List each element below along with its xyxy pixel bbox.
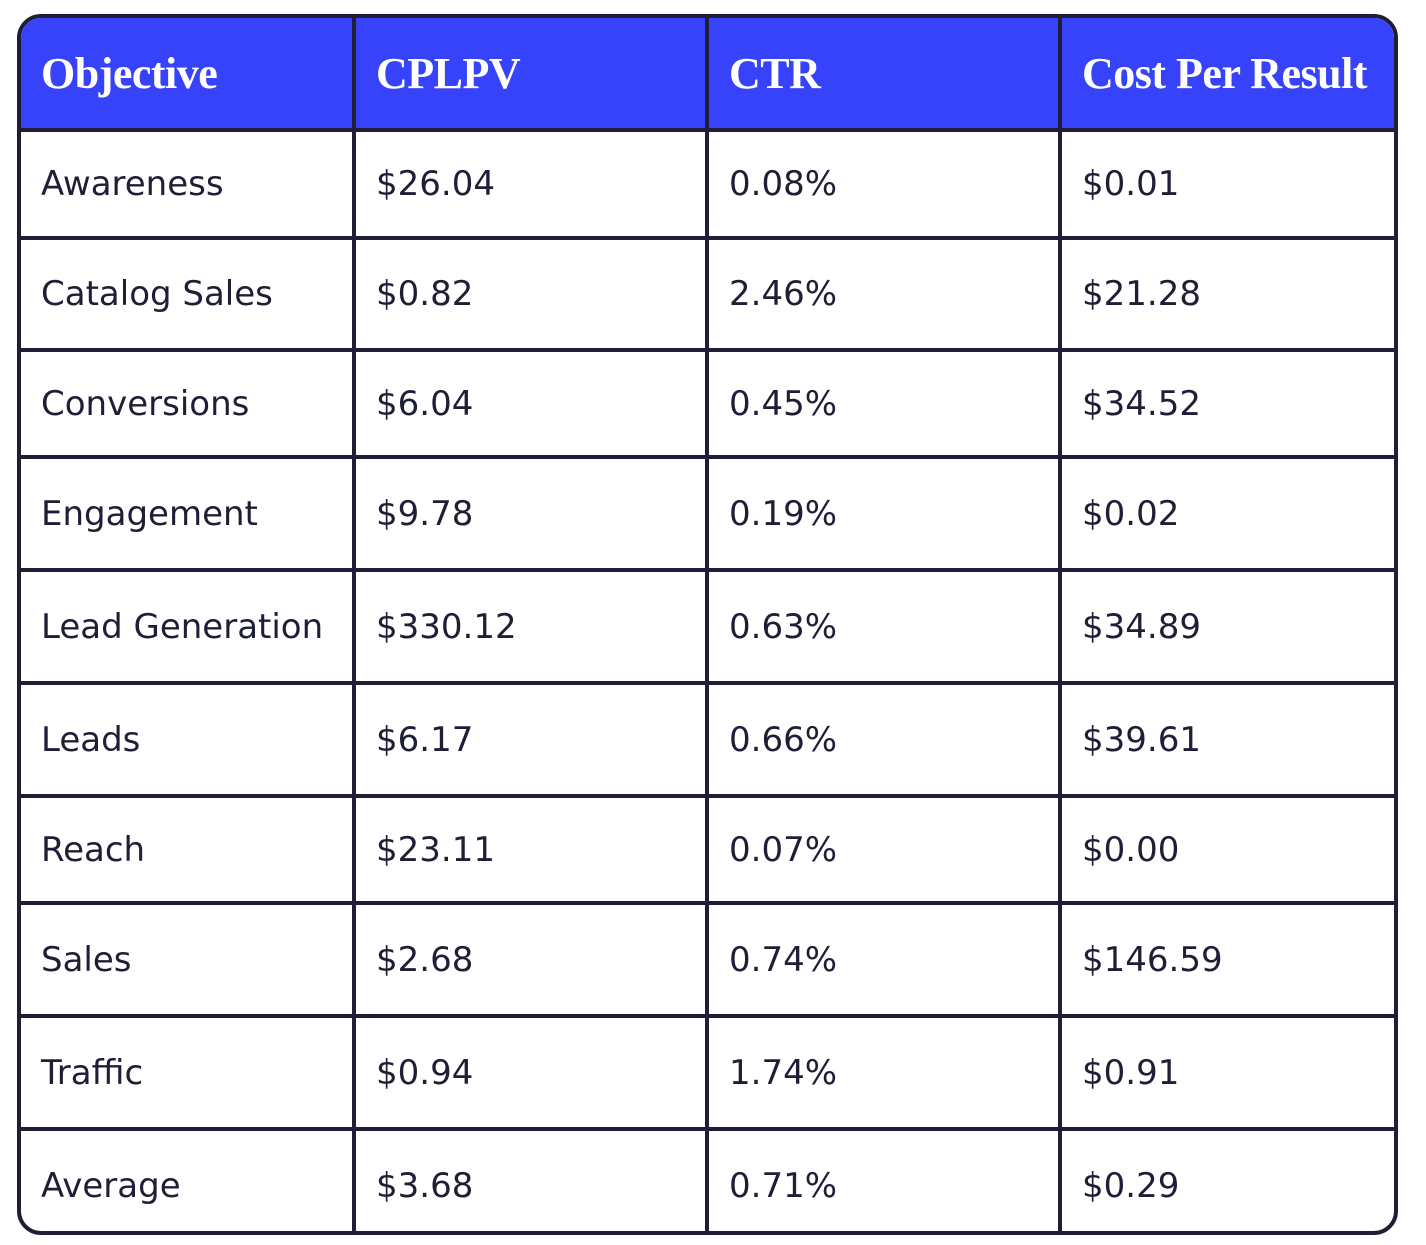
value-cell: $0.00 [1062, 798, 1394, 905]
value-cell: 2.46% [709, 240, 1062, 352]
value-cell: 0.71% [709, 1131, 1062, 1231]
header-cell: CPLPV [356, 18, 709, 132]
value-cell: 0.08% [709, 132, 1062, 240]
objective-cell: Leads [21, 685, 356, 798]
table-row: Traffic $0.94 1.74% $0.91 [21, 1018, 1394, 1131]
objective-cell: Sales [21, 905, 356, 1018]
header-row: Objective CPLPV CTR Cost Per Result [21, 18, 1394, 132]
table-row: Lead Generation $330.12 0.63% $34.89 [21, 572, 1394, 685]
table-row: Leads $6.17 0.66% $39.61 [21, 685, 1394, 798]
value-cell: $0.91 [1062, 1018, 1394, 1131]
value-cell: 0.74% [709, 905, 1062, 1018]
value-cell: $0.94 [356, 1018, 709, 1131]
table-row: Reach $23.11 0.07% $0.00 [21, 798, 1394, 905]
objective-cell: Average [21, 1131, 356, 1231]
value-cell: 0.07% [709, 798, 1062, 905]
table-row: Conversions $6.04 0.45% $34.52 [21, 352, 1394, 459]
value-cell: 1.74% [709, 1018, 1062, 1131]
objective-cell: Lead Generation [21, 572, 356, 685]
table-row: Catalog Sales $0.82 2.46% $21.28 [21, 240, 1394, 352]
value-cell: $6.04 [356, 352, 709, 459]
value-cell: 0.19% [709, 459, 1062, 572]
value-cell: $330.12 [356, 572, 709, 685]
value-cell: $23.11 [356, 798, 709, 905]
objective-cell: Reach [21, 798, 356, 905]
objective-cell: Awareness [21, 132, 356, 240]
value-cell: 0.66% [709, 685, 1062, 798]
value-cell: $39.61 [1062, 685, 1394, 798]
table-frame: Objective CPLPV CTR Cost Per Result Awarene… [17, 14, 1398, 1235]
objective-cell: Conversions [21, 352, 356, 459]
table-row: Average $3.68 0.71% $0.29 [21, 1131, 1394, 1231]
table-row: Awareness $26.04 0.08% $0.01 [21, 132, 1394, 240]
value-cell: $21.28 [1062, 240, 1394, 352]
table-row: Sales $2.68 0.74% $146.59 [21, 905, 1394, 1018]
value-cell: $0.02 [1062, 459, 1394, 572]
value-cell: $146.59 [1062, 905, 1394, 1018]
header-cell: Objective [21, 18, 356, 132]
objective-cell: Engagement [21, 459, 356, 572]
header-cell: Cost Per Result [1062, 18, 1394, 132]
table-row: Engagement $9.78 0.19% $0.02 [21, 459, 1394, 572]
value-cell: $3.68 [356, 1131, 709, 1231]
value-cell: $0.01 [1062, 132, 1394, 240]
value-cell: 0.45% [709, 352, 1062, 459]
value-cell: $26.04 [356, 132, 709, 240]
value-cell: $34.89 [1062, 572, 1394, 685]
value-cell: $0.82 [356, 240, 709, 352]
value-cell: $0.29 [1082, 1165, 1180, 1206]
objective-cell: Catalog Sales [21, 240, 356, 352]
value-cell: $34.52 [1062, 352, 1394, 459]
value-cell: $9.78 [356, 459, 709, 572]
objective-cell: Traffic [21, 1018, 356, 1131]
value-cell: $2.68 [356, 905, 709, 1018]
header-cell: CTR [709, 18, 1062, 132]
value-cell: $6.17 [356, 685, 709, 798]
value-cell: 0.63% [709, 572, 1062, 685]
table: Objective CPLPV CTR Cost Per Result Awarene… [21, 18, 1394, 1231]
